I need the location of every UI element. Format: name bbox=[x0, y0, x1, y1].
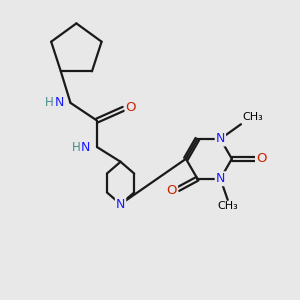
Text: CH₃: CH₃ bbox=[218, 201, 238, 212]
Text: N: N bbox=[81, 141, 91, 154]
Text: O: O bbox=[256, 152, 267, 165]
Text: N: N bbox=[216, 132, 225, 146]
Text: O: O bbox=[167, 184, 177, 197]
Text: N: N bbox=[216, 172, 225, 185]
Text: H: H bbox=[71, 141, 80, 154]
Text: N: N bbox=[116, 198, 125, 211]
Text: N: N bbox=[55, 96, 64, 110]
Text: H: H bbox=[45, 96, 54, 110]
Text: CH₃: CH₃ bbox=[242, 112, 263, 122]
Text: O: O bbox=[126, 101, 136, 114]
